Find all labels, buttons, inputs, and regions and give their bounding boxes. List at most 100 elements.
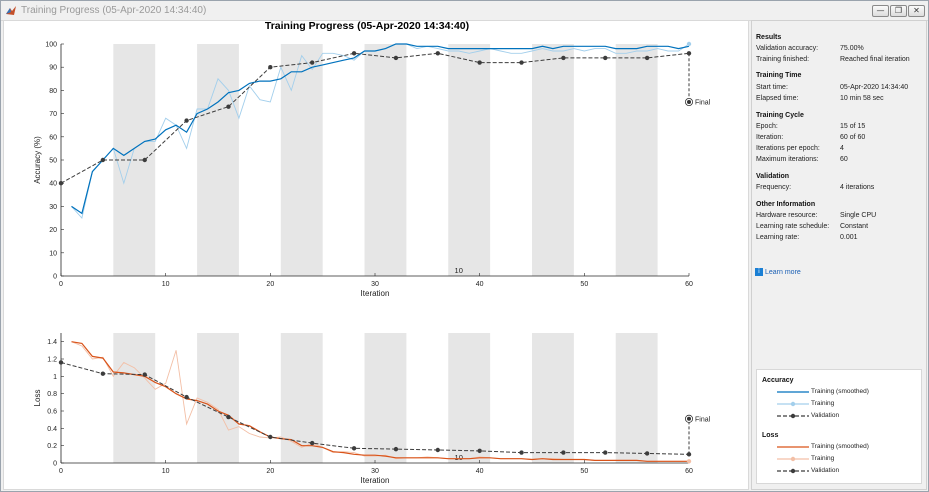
maximize-button[interactable]: ❐	[890, 5, 907, 17]
loss-training-smoothed-line	[71, 341, 689, 462]
learning-rate-value: 0.001	[840, 234, 858, 241]
accuracy-validation-point	[58, 181, 64, 186]
accuracy-y-tick-label: 60	[49, 134, 57, 141]
loss-final-marker-dot	[687, 416, 691, 421]
training-charts: Training Progress (05-Apr-2020 14:34:40)…	[33, 21, 711, 485]
iterations-per-epoch-label: Iterations per epoch:	[756, 145, 820, 152]
legend-accuracy-smoothed-label: Training (smoothed)	[811, 388, 869, 395]
legend-loss-validation-label: Validation	[811, 467, 840, 474]
elapsed-time-value: 10 min 58 sec	[840, 95, 884, 102]
loss-validation-point	[603, 450, 608, 455]
loss-y-tick-label: 0.2	[47, 443, 57, 450]
accuracy-y-tick-label: 50	[49, 158, 57, 165]
loss-x-tick-label: 0	[59, 468, 63, 475]
accuracy-x-tick-label: 40	[476, 281, 484, 288]
loss-y-tick-label: 0.6	[47, 409, 57, 416]
frequency-value: 4 iterations	[840, 184, 875, 191]
loss-validation-point	[310, 440, 315, 446]
results-heading: Results	[756, 34, 782, 41]
legend-accuracy-smoothed-line	[777, 391, 809, 393]
start-time-value: 05-Apr-2020 14:34:40	[840, 84, 909, 91]
accuracy-validation-point	[393, 55, 399, 61]
figure-title: Training Progress (05-Apr-2020 14:34:40)	[265, 21, 469, 32]
loss-validation-point	[184, 394, 189, 400]
info-icon: i	[755, 268, 763, 276]
loss-x-tick-label: 10	[162, 468, 170, 475]
matlab-logo-icon	[6, 6, 16, 15]
elapsed-time-label: Elapsed time:	[756, 95, 799, 102]
loss-y-tick-label: 1.2	[47, 357, 57, 364]
legend-loss-smoothed-label: Training (smoothed)	[811, 443, 869, 450]
loss-y-tick-label: 1	[53, 374, 57, 381]
accuracy-final-label: Final	[695, 100, 711, 107]
hardware-resource-label: Hardware resource:	[756, 212, 818, 219]
close-button[interactable]: ✕	[908, 5, 925, 17]
loss-epoch-band	[197, 333, 239, 463]
loss-iteration-annotation: 10	[455, 453, 463, 462]
accuracy-y-tick-label: 20	[49, 227, 57, 234]
learn-more-link[interactable]: i Learn more	[755, 268, 801, 276]
loss-y-tick-label: 0.4	[47, 426, 57, 433]
accuracy-y-tick-label: 30	[49, 204, 57, 211]
legend-box: Accuracy Training (smoothed) Training Va…	[756, 369, 922, 484]
accuracy-training-smoothed-line	[71, 43, 690, 215]
loss-x-tick-label: 60	[685, 468, 693, 475]
loss-y-tick-label: 0.8	[47, 391, 57, 398]
loss-validation-point	[519, 450, 524, 455]
accuracy-x-tick-label: 20	[266, 281, 274, 288]
accuracy-validation-point	[519, 60, 524, 65]
loss-validation-point	[268, 434, 273, 440]
accuracy-x-tick-label: 60	[685, 281, 693, 288]
loss-x-tick-label: 30	[371, 468, 379, 475]
accuracy-validation-point	[226, 104, 231, 109]
loss-y-tick-label: 1.4	[47, 339, 57, 346]
legend-loss-heading: Loss	[762, 432, 779, 439]
start-time-label: Start time:	[756, 84, 788, 91]
accuracy-epoch-band	[532, 44, 574, 276]
accuracy-epoch-band	[197, 44, 239, 276]
accuracy-validation-point	[477, 60, 482, 65]
learning-rate-schedule-label: Learning rate schedule:	[756, 223, 830, 230]
loss-validation-point	[142, 372, 147, 377]
iterations-per-epoch-value: 4	[840, 145, 844, 152]
legend-loss-validation-line	[777, 468, 809, 474]
accuracy-epoch-band	[615, 44, 658, 276]
window-titlebar[interactable]: Training Progress (05-Apr-2020 14:34:40)…	[1, 1, 928, 21]
loss-epoch-band	[364, 333, 407, 463]
maximum-iterations-value: 60	[840, 156, 848, 163]
loss-validation-point	[477, 448, 482, 454]
loss-epoch-band	[113, 333, 156, 463]
accuracy-y-tick-label: 80	[49, 88, 57, 95]
loss-x-tick-label: 40	[476, 468, 484, 475]
accuracy-validation-point	[100, 157, 106, 163]
accuracy-validation-line	[60, 52, 690, 184]
accuracy-x-tick-label: 0	[59, 281, 63, 288]
validation-accuracy-value: 75.00%	[840, 45, 864, 52]
legend-loss-training-line	[777, 456, 809, 462]
window-title: Training Progress (05-Apr-2020 14:34:40)	[21, 5, 207, 16]
accuracy-validation-point	[435, 51, 440, 56]
loss-epoch-band	[532, 333, 574, 463]
accuracy-validation-point	[184, 118, 189, 123]
loss-validation-point	[393, 446, 399, 452]
accuracy-y-tick-label: 10	[49, 250, 57, 257]
accuracy-x-axis-label: Iteration	[361, 289, 390, 298]
loss-validation-point	[644, 451, 650, 456]
validation-accuracy-label: Validation accuracy:	[756, 45, 819, 52]
minimize-button[interactable]: —	[872, 5, 889, 17]
frequency-label: Frequency:	[756, 184, 792, 191]
other-information-heading: Other Information	[756, 201, 816, 208]
accuracy-epoch-band	[364, 44, 407, 276]
accuracy-y-tick-label: 90	[49, 65, 57, 72]
accuracy-iteration-annotation: 10	[455, 266, 463, 275]
training-finished-label: Training finished:	[756, 56, 810, 63]
accuracy-x-tick-label: 10	[162, 281, 170, 288]
epoch-label: Epoch:	[756, 123, 778, 130]
accuracy-validation-point	[310, 60, 315, 65]
accuracy-validation-point	[351, 51, 357, 56]
info-side-panel: Results Validation accuracy: 75.00% Trai…	[751, 20, 927, 490]
loss-validation-point	[226, 414, 231, 420]
loss-x-axis-label: Iteration	[361, 476, 390, 485]
iteration-label: Iteration:	[756, 134, 784, 141]
